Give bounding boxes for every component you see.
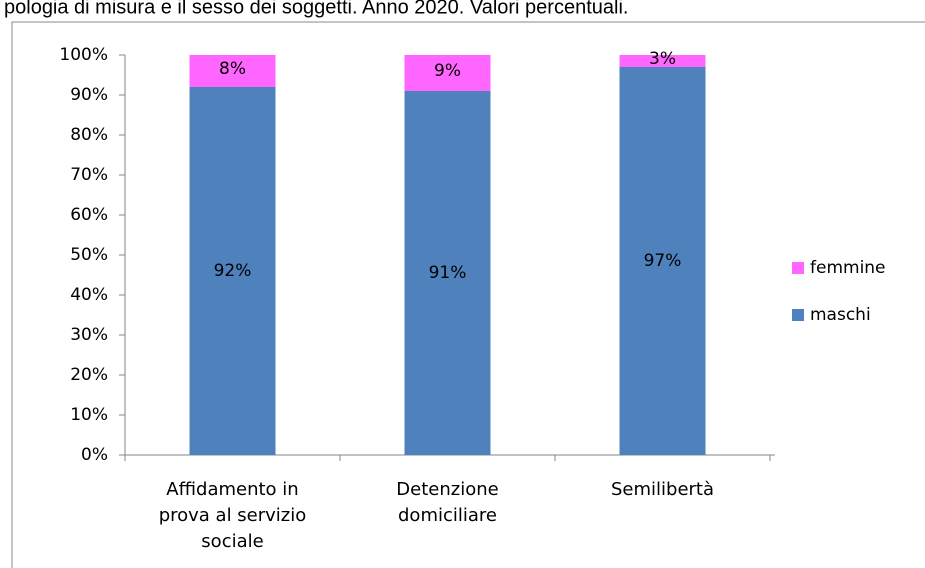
x-tick-label: Affidamento in prova al servizio sociale [158, 479, 307, 552]
y-tick-label: 20% [70, 365, 108, 385]
data-label: 97% [644, 251, 682, 271]
legend-label: maschi [810, 305, 871, 325]
data-label: 92% [214, 261, 252, 281]
y-tick-label: 70% [70, 165, 108, 185]
y-tick-label: 40% [70, 285, 108, 305]
y-tick-label: 90% [70, 85, 108, 105]
bar-segment [404, 55, 491, 91]
legend-swatch [792, 309, 804, 321]
bar-segment [189, 55, 276, 87]
bar-segment [189, 87, 276, 455]
legend-label: femmine [810, 258, 886, 278]
y-tick-label: 10% [70, 405, 108, 425]
data-label: 8% [219, 59, 246, 79]
y-tick-label: 30% [70, 325, 108, 345]
chart-border [11, 21, 925, 568]
bar-segment [619, 55, 706, 67]
data-label: 91% [429, 263, 467, 283]
y-tick-label: 80% [70, 125, 108, 145]
data-label: 3% [649, 49, 676, 69]
data-label: 9% [434, 61, 461, 81]
bar-segment [404, 91, 491, 455]
x-tick-label: Detenzione domiciliare [396, 479, 499, 526]
y-tick-label: 0% [81, 445, 108, 465]
chart-title: pologia di misura e il sesso dei soggett… [4, 0, 628, 18]
y-tick-label: 50% [70, 245, 108, 265]
x-tick-label: Semilibertà [610, 479, 715, 500]
y-tick-label: 60% [70, 205, 108, 225]
bar-segment [619, 67, 706, 455]
y-tick-label: 100% [59, 45, 108, 65]
legend-swatch [792, 262, 804, 274]
